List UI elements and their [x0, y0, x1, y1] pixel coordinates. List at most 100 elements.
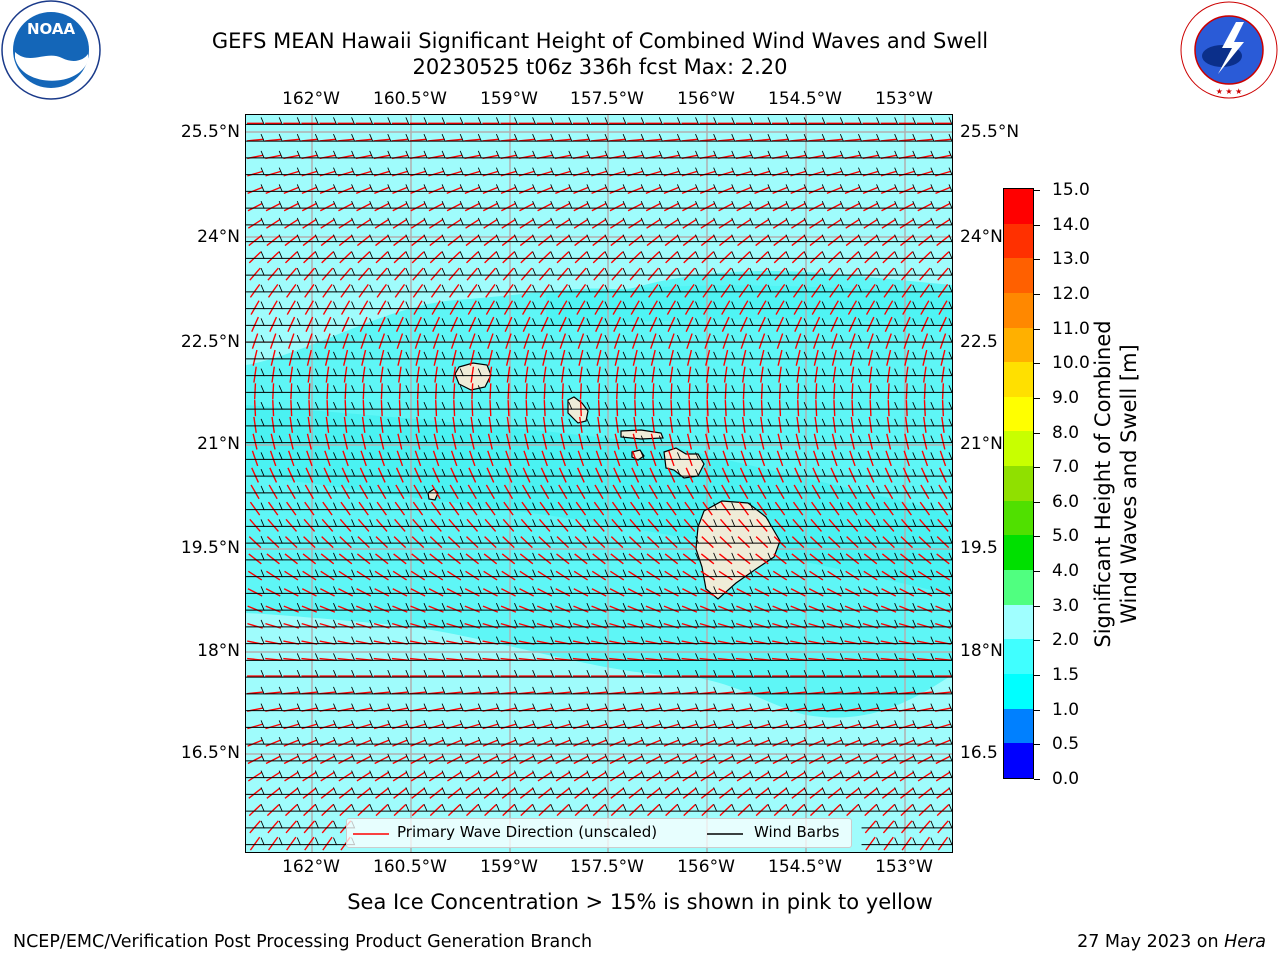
wind-barb [897, 184, 917, 192]
wind-barb [372, 217, 392, 226]
wave-direction-arrow [392, 755, 408, 765]
wind-barb [571, 435, 591, 444]
wave-direction-arrow [554, 691, 571, 695]
wave-direction-arrow [937, 820, 949, 834]
wind-barb [408, 602, 428, 611]
wave-direction-arrow [247, 605, 263, 613]
wave-direction-arrow [845, 771, 860, 782]
wind-barb [372, 653, 392, 661]
wave-direction-arrow [428, 739, 444, 747]
wave-direction-arrow [918, 251, 932, 264]
wave-direction-arrow [356, 202, 372, 212]
wave-direction-arrow [790, 170, 807, 177]
wave-direction-arrow [610, 235, 624, 247]
wave-direction-arrow [555, 218, 570, 229]
wave-direction-arrow [447, 771, 462, 782]
wind-barb [915, 837, 935, 846]
wave-direction-arrow [869, 400, 872, 417]
wind-barb [933, 133, 952, 142]
wind-barb [408, 284, 428, 293]
wind-barb [318, 351, 338, 360]
wind-barb [879, 669, 899, 678]
wave-direction-arrow [916, 622, 933, 629]
wave-direction-arrow [596, 433, 602, 450]
wave-direction-arrow [464, 723, 481, 730]
wind-barb [626, 284, 645, 293]
wave-direction-arrow [573, 739, 589, 747]
wind-barb [427, 535, 446, 544]
wind-barb [390, 251, 410, 259]
wave-direction-arrow [575, 267, 587, 281]
wind-barb [608, 267, 627, 276]
wind-barb [590, 468, 609, 477]
wave-direction-arrow [373, 723, 390, 730]
wind-barb [698, 703, 718, 712]
wave-direction-arrow [827, 553, 842, 565]
wave-direction-arrow [392, 186, 408, 194]
wind-barb [680, 803, 700, 812]
wind-barb [915, 251, 935, 259]
wind-barb [825, 703, 845, 712]
wind-barb [481, 217, 501, 226]
wind-barb [698, 267, 718, 276]
wind-barb [698, 217, 718, 226]
wind-barb [933, 736, 952, 745]
wind-barb [897, 167, 917, 176]
wave-direction-arrow [663, 202, 679, 212]
wind-barb [372, 184, 392, 192]
wave-direction-arrow [778, 400, 782, 417]
wind-barb [662, 435, 682, 444]
wind-barb [933, 535, 952, 544]
wave-direction-arrow [467, 300, 477, 315]
wind-barb [408, 485, 428, 494]
wind-barb [372, 117, 392, 125]
wave-direction-arrow [663, 739, 680, 747]
wind-barb [879, 200, 899, 209]
wave-direction-arrow [740, 450, 748, 467]
wave-direction-arrow [759, 433, 765, 450]
wave-direction-arrow [303, 804, 316, 817]
wind-barb [571, 251, 591, 259]
wind-barb [807, 452, 826, 460]
wind-barb [408, 753, 428, 762]
wind-barb [590, 251, 609, 259]
wave-direction-arrow [682, 218, 697, 229]
wave-direction-arrow [917, 605, 933, 613]
wind-barb [336, 602, 356, 611]
wave-direction-arrow [392, 218, 407, 229]
wave-direction-arrow [379, 433, 385, 450]
wind-barb [517, 452, 537, 460]
wave-direction-arrow [917, 588, 933, 597]
wave-direction-arrow [724, 383, 727, 400]
lat-tick-right: 18°N [960, 641, 1003, 661]
wind-barb [390, 435, 410, 444]
wind-barb [825, 686, 845, 695]
wind-barb [879, 167, 899, 176]
wave-direction-arrow [869, 383, 872, 400]
wave-direction-arrow [271, 366, 275, 383]
wind-barb [789, 251, 808, 259]
wave-direction-arrow [558, 316, 567, 332]
wind-barb [698, 736, 718, 745]
wind-barb [734, 636, 754, 645]
wind-barb [282, 485, 301, 494]
wave-direction-arrow [683, 267, 696, 281]
wind-barb [752, 418, 772, 427]
colorbar-tick-mark [1034, 224, 1040, 226]
wave-direction-arrow [411, 804, 425, 817]
wave-direction-arrow [808, 588, 824, 597]
wind-barb [336, 619, 356, 628]
wave-direction-swatch [353, 833, 389, 835]
wind-barb [282, 117, 301, 125]
wave-direction-arrow [632, 349, 638, 366]
colorbar-tick-label: 11.0 [1052, 318, 1090, 339]
wind-barb [752, 485, 772, 494]
wave-direction-arrow [483, 787, 498, 799]
wind-barb [571, 519, 591, 527]
wind-barb [372, 284, 392, 293]
wind-barb [698, 418, 718, 427]
wave-direction-arrow [899, 771, 914, 782]
wave-direction-arrow [338, 771, 353, 782]
wind-barb [698, 586, 718, 594]
wind-barb [825, 318, 845, 326]
